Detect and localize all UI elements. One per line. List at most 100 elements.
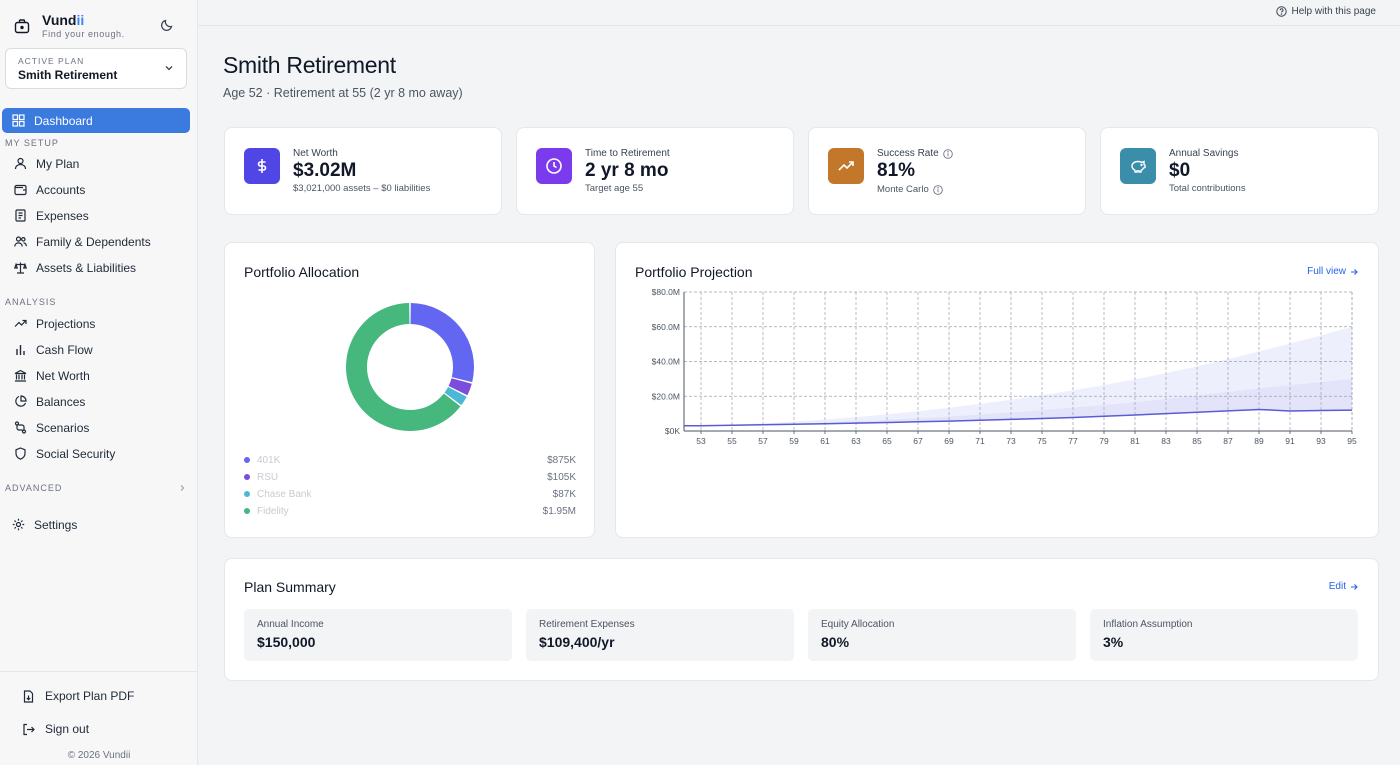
donut-slice-401k[interactable] <box>410 303 474 383</box>
stat-card-annual-savings: Annual Savings $0 Total contributions <box>1100 127 1379 215</box>
sidebar-item-label: Accounts <box>36 182 86 197</box>
legend-value: $875K <box>547 454 576 466</box>
log-out-icon <box>23 723 35 735</box>
export-plan-pdf-button[interactable]: Export Plan PDF <box>22 689 134 703</box>
top-bar: Help with this page <box>198 0 1400 26</box>
scale-icon <box>14 262 27 274</box>
summary-retirement-expenses: Retirement Expenses $109,400/yr <box>526 609 794 661</box>
x-tick-label: 61 <box>820 436 830 446</box>
summary-value: $150,000 <box>257 634 316 650</box>
sidebar-item-label: Dashboard <box>34 113 93 128</box>
grid-icon <box>12 114 25 127</box>
legend-name: RSU <box>257 471 279 483</box>
edit-plan-link[interactable]: Edit <box>1329 581 1358 592</box>
x-tick-label: 59 <box>789 436 799 446</box>
sidebar-item-label: My Plan <box>36 156 80 171</box>
sidebar-item-balances[interactable]: Balances <box>2 389 190 414</box>
legend-name: Chase Bank <box>257 488 312 500</box>
x-tick-label: 65 <box>882 436 892 446</box>
sidebar-item-net-worth[interactable]: Net Worth <box>2 363 190 388</box>
full-view-link[interactable]: Full view <box>1307 266 1358 277</box>
stat-icon-bg <box>536 148 572 184</box>
allocation-donut-chart <box>346 303 474 431</box>
info-icon[interactable] <box>932 184 943 195</box>
section-advanced[interactable]: ADVANCED <box>5 483 63 493</box>
receipt-icon <box>15 209 26 222</box>
summary-value: $109,400/yr <box>539 634 615 650</box>
portfolio-allocation-card: Portfolio Allocation 401K $875K RSU $105… <box>224 242 595 538</box>
y-tick-label: $40.0M <box>652 357 680 367</box>
x-tick-label: 81 <box>1130 436 1140 446</box>
sidebar-item-label: Social Security <box>36 446 116 461</box>
x-tick-label: 63 <box>851 436 861 446</box>
x-tick-label: 67 <box>913 436 923 446</box>
sidebar-item-accounts[interactable]: Accounts <box>2 177 190 202</box>
legend-dot <box>244 457 250 463</box>
sidebar-item-projections[interactable]: Projections <box>2 311 190 336</box>
active-plan-selector[interactable]: ACTIVE PLAN Smith Retirement <box>5 48 187 89</box>
summary-equity-allocation: Equity Allocation 80% <box>808 609 1076 661</box>
page-subtitle: Age 52 · Retirement at 55 (2 yr 8 mo awa… <box>223 86 463 100</box>
sidebar-item-my-plan[interactable]: My Plan <box>2 151 190 176</box>
piggy-bank-icon <box>1131 160 1146 173</box>
x-tick-label: 83 <box>1161 436 1171 446</box>
stat-label: Net Worth <box>293 148 338 159</box>
legend-name: 401K <box>257 454 281 466</box>
legend-item-chase-bank[interactable]: Chase Bank $87K <box>244 488 576 500</box>
summary-value: 80% <box>821 634 850 650</box>
sidebar-item-settings[interactable]: Settings <box>2 512 190 537</box>
stat-label: Annual Savings <box>1169 148 1239 159</box>
sidebar-item-label: Settings <box>34 517 78 532</box>
x-tick-label: 77 <box>1068 436 1078 446</box>
arrow-right-icon <box>1351 583 1358 590</box>
x-tick-label: 89 <box>1254 436 1264 446</box>
sidebar-item-label: Scenarios <box>36 420 90 435</box>
legend-item-fidelity[interactable]: Fidelity $1.95M <box>244 505 576 517</box>
stat-value: $3.02M <box>293 160 357 181</box>
sidebar-item-label: Family & Dependents <box>36 234 151 249</box>
gear-icon <box>12 518 25 531</box>
help-circle-icon <box>1275 6 1287 17</box>
sidebar-item-label: Assets & Liabilities <box>36 260 137 275</box>
legend-dot <box>244 508 250 514</box>
x-tick-label: 71 <box>975 436 985 446</box>
info-icon[interactable] <box>942 148 953 159</box>
sidebar-item-cash-flow[interactable]: Cash Flow <box>2 337 190 362</box>
donut-slice-fidelity[interactable] <box>346 303 461 431</box>
donut-slice-rsu[interactable] <box>448 378 472 396</box>
x-tick-label: 73 <box>1006 436 1016 446</box>
moon-icon[interactable] <box>160 18 174 32</box>
x-tick-label: 55 <box>727 436 737 446</box>
help-link[interactable]: Help with this page <box>1275 6 1376 17</box>
bar-chart-icon <box>16 345 25 355</box>
sidebar-item-expenses[interactable]: Expenses <box>2 203 190 228</box>
stat-sub: Target age 55 <box>585 183 644 194</box>
legend-item-401k[interactable]: 401K $875K <box>244 454 576 466</box>
chevron-right-icon[interactable] <box>178 484 186 492</box>
sign-out-button[interactable]: Sign out <box>22 722 89 736</box>
legend-value: $1.95M <box>542 505 576 517</box>
brand[interactable]: Vundii Find your enough. <box>14 12 125 39</box>
dollar-icon <box>257 159 267 173</box>
x-tick-label: 93 <box>1316 436 1326 446</box>
export-label: Export Plan PDF <box>45 689 135 703</box>
sidebar-item-social-security[interactable]: Social Security <box>2 441 190 466</box>
brand-tagline: Find your enough. <box>42 29 125 39</box>
stat-label: Time to Retirement <box>585 148 670 159</box>
portfolio-projection-card: Portfolio Projection Full view $80.0M $60… <box>615 242 1379 538</box>
sidebar-item-family[interactable]: Family & Dependents <box>2 229 190 254</box>
donut-slice-chase-bank[interactable] <box>444 386 467 406</box>
stat-value: $0 <box>1169 160 1191 181</box>
pie-chart-icon <box>15 395 27 407</box>
summary-inflation-assumption: Inflation Assumption 3% <box>1090 609 1358 661</box>
sidebar-item-scenarios[interactable]: Scenarios <box>2 415 190 440</box>
arrow-right-icon <box>1351 268 1358 275</box>
projection-band-upper <box>701 326 1352 426</box>
legend-item-rsu[interactable]: RSU $105K <box>244 471 576 483</box>
edit-label: Edit <box>1328 581 1346 592</box>
sidebar-item-dashboard[interactable]: Dashboard <box>2 108 190 133</box>
clock-icon <box>546 158 562 174</box>
sidebar-item-assets[interactable]: Assets & Liabilities <box>2 255 190 280</box>
legend-dot <box>244 474 250 480</box>
trending-up-icon <box>838 161 854 171</box>
